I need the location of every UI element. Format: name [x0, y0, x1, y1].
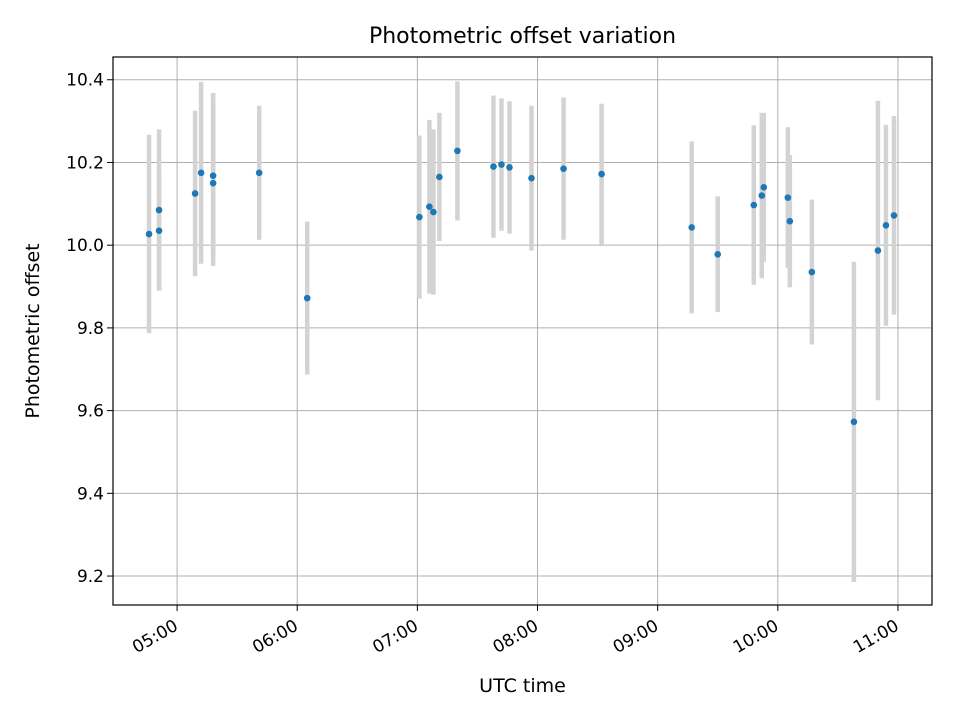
- data-point: [750, 201, 758, 209]
- y-tick-label: 9.4: [77, 484, 104, 504]
- data-point: [890, 212, 898, 219]
- data-point: [209, 172, 217, 179]
- data-point: [808, 268, 816, 276]
- data-point: [498, 161, 505, 168]
- data-point: [454, 147, 461, 155]
- data-point: [426, 203, 433, 211]
- data-point: [209, 179, 217, 187]
- data-point: [784, 194, 792, 201]
- data-point: [850, 418, 858, 426]
- data-point: [874, 247, 882, 254]
- y-tick-label: 10.4: [66, 71, 104, 91]
- data-point: [786, 217, 794, 225]
- data-point: [490, 163, 497, 170]
- data-point: [303, 294, 311, 302]
- y-tick-label: 9.2: [77, 567, 104, 587]
- x-axis-label: UTC time: [479, 675, 566, 697]
- y-tick-label: 10.2: [66, 153, 104, 173]
- plot-frame: [112, 56, 933, 606]
- data-point: [882, 222, 890, 229]
- data-point: [430, 208, 437, 216]
- data-point: [436, 173, 443, 181]
- data-point: [688, 224, 696, 231]
- y-tick-label: 9.6: [77, 402, 104, 422]
- y-axis-label: Photometric offset: [22, 243, 44, 418]
- y-tick-label: 9.8: [77, 319, 104, 339]
- data-point: [528, 174, 535, 182]
- data-point: [155, 227, 163, 235]
- data-point: [758, 192, 766, 199]
- data-point: [155, 206, 163, 214]
- data-point: [598, 170, 605, 178]
- data-point: [197, 169, 205, 177]
- chart-title: Photometric offset variation: [369, 24, 676, 49]
- data-point: [416, 213, 423, 221]
- data-point: [560, 165, 567, 172]
- data-point: [760, 183, 768, 191]
- data-point: [145, 230, 153, 238]
- data-point: [714, 250, 722, 258]
- data-point: [255, 169, 263, 177]
- data-point: [506, 164, 513, 171]
- data-point: [191, 190, 199, 197]
- y-tick-label: 10.0: [66, 236, 104, 256]
